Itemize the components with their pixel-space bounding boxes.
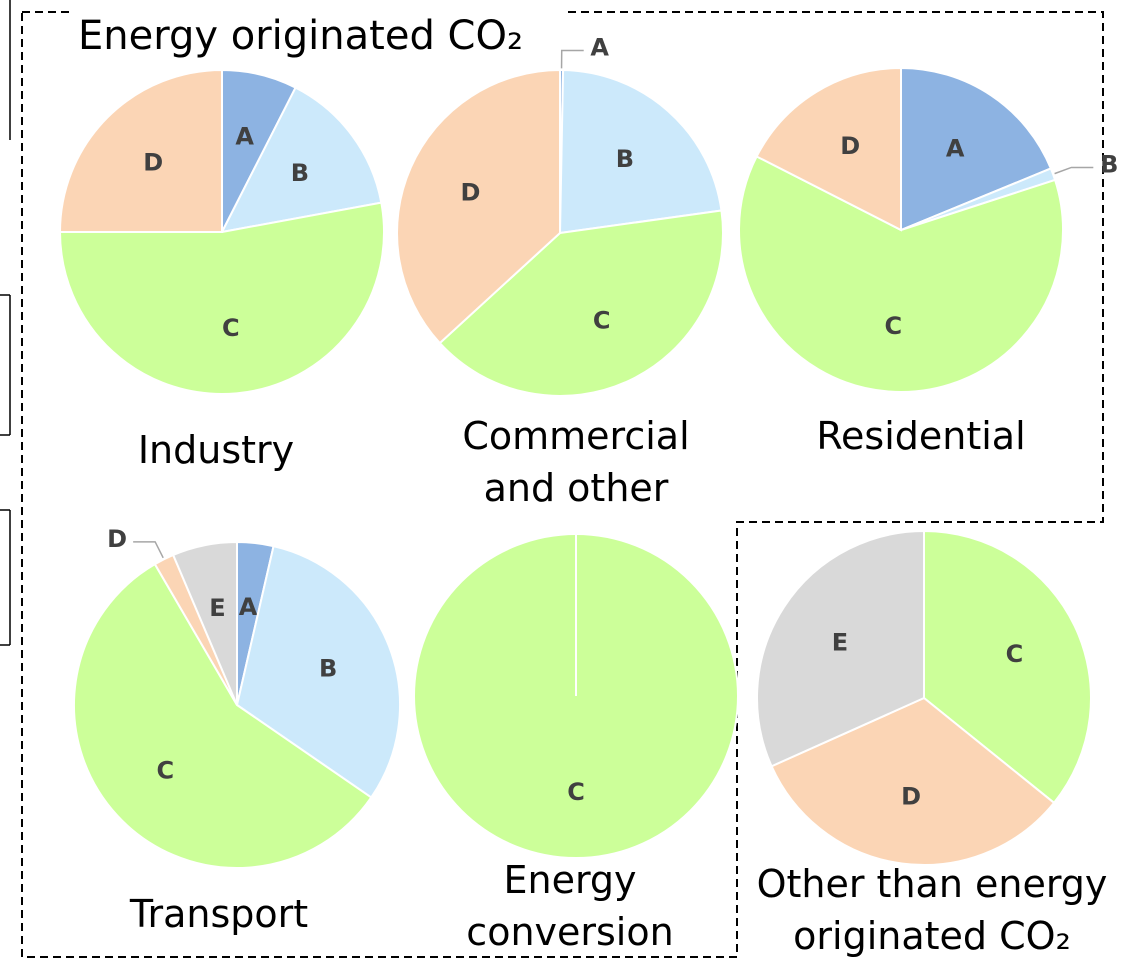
pie-title: Other than energy originated CO₂ [756,862,1108,958]
slice-label: E [209,594,225,622]
pie-slice [558,69,723,235]
pie-slice [923,529,1092,805]
slice-label: D [840,132,860,160]
slice-label: B [291,159,309,187]
pie-slice [396,68,561,345]
slice-label: A [590,33,609,61]
slice-label: D [107,525,127,553]
pie-title: Energy conversion [466,858,674,954]
pie-slice [220,86,383,234]
slice-label: B [616,145,634,173]
slice-label: D [901,782,921,810]
slice-label: C [567,778,585,806]
slice-label: C [1006,640,1024,668]
pie-slice [235,544,401,799]
leader-line [133,541,164,559]
pie-title: Transport [129,892,309,936]
leader-line [560,49,584,69]
pie-title: Residential [816,414,1026,458]
leader-line [1054,166,1094,175]
slice-label: C [593,306,611,334]
edge-fragments [0,0,11,646]
pie-slice [755,66,902,232]
pie-title: Industry [137,428,295,472]
slice-label: B [319,655,337,683]
pie-title: Commercial and other [462,414,690,510]
pie-slice [58,68,223,233]
pie-slice [171,540,238,706]
group-title: Energy originated CO₂ [78,13,523,59]
slice-label: C [885,312,903,340]
pie-slice [73,562,373,869]
slice-label: A [946,134,965,162]
pie-slice [756,529,925,768]
pie-slice [738,155,1064,393]
slice-label: C [156,756,174,784]
slice-label: C [222,314,240,342]
slice-label: A [239,593,258,621]
slice-label: A [235,122,254,150]
title-background [70,8,565,68]
slice-label: D [461,179,481,207]
slice-label: B [1100,150,1118,178]
pie-slice [438,209,724,397]
pie-slice [900,66,1053,232]
slice-label: E [832,629,848,657]
pie-slice [58,201,385,395]
slice-label: D [143,148,163,176]
group-outline [21,11,1104,958]
pie-slice [770,696,1056,866]
